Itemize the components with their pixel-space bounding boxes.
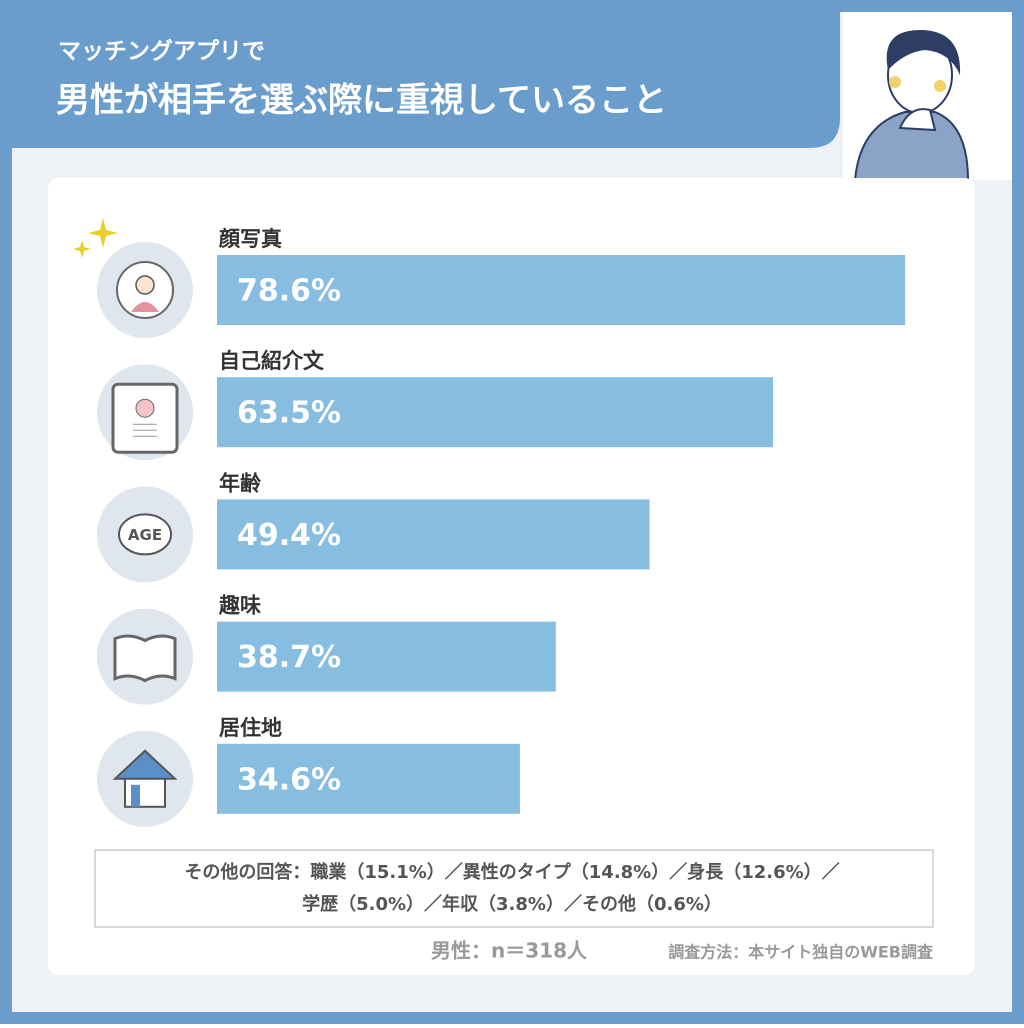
icon	[97, 608, 193, 705]
title-banner	[12, 12, 840, 148]
icon-part	[111, 382, 179, 454]
value-label: 49.4%	[237, 518, 341, 553]
category-label: 居住地	[219, 716, 282, 740]
bar	[217, 499, 650, 570]
value-label: 63.5%	[237, 396, 341, 431]
bar	[217, 255, 906, 325]
category-label: 年齢	[219, 471, 262, 495]
chart-title: 男性が相手を選ぶ際に重視していること	[56, 81, 667, 121]
category-label: 顔写真	[218, 227, 282, 251]
icon-part	[135, 398, 155, 418]
value-label: 34.6%	[237, 762, 341, 797]
illustration	[843, 12, 1012, 181]
icon	[97, 730, 193, 827]
bar	[217, 377, 773, 448]
icon-part	[112, 749, 178, 780]
icon	[97, 364, 193, 461]
bar	[217, 743, 520, 814]
note-box	[94, 849, 934, 928]
icon-part	[131, 302, 159, 312]
icon-text: AGE	[128, 526, 162, 544]
icon	[97, 242, 193, 338]
other-answers: その他の回答：職業（15.1%）／異性のタイプ（14.8%）／身長（12.6%）…	[184, 861, 839, 883]
subtitle: マッチングアプリで	[58, 38, 265, 65]
value-label: 38.7%	[237, 640, 341, 675]
value-label: 78.6%	[237, 274, 341, 309]
other-answers: 学歴（5.0%）／年収（3.8%）／その他（0.6%）	[302, 893, 722, 915]
sample-size: 男性：n＝318人	[431, 939, 588, 963]
category-label: 自己紹介文	[219, 349, 325, 373]
bar	[217, 621, 556, 692]
sparkles	[73, 218, 118, 258]
category-label: 趣味	[218, 594, 261, 618]
icon-part	[131, 784, 140, 807]
method: 調査方法：本サイト独自のWEB調査	[668, 943, 933, 962]
icon-part	[135, 275, 155, 295]
icon-part	[118, 513, 172, 556]
icon-part	[113, 634, 177, 683]
icon: AGE	[97, 486, 193, 583]
